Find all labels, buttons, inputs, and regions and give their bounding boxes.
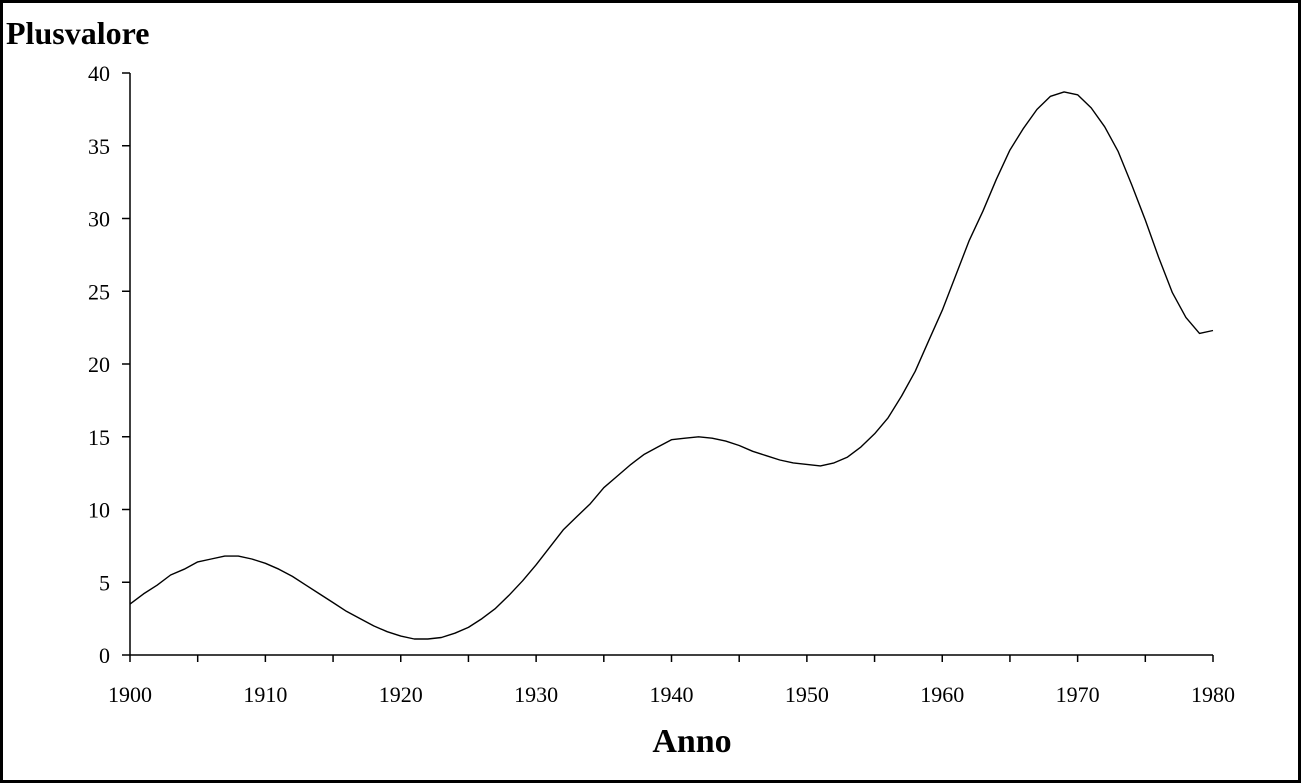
- axes: 0 5 10 15 20 25 30 35 40 1900 1910 1920 1930 1940 1950…: [88, 61, 1235, 707]
- y-tick-label: 20: [88, 352, 110, 377]
- y-tick-label: 40: [88, 61, 110, 86]
- y-tick-label: 30: [88, 207, 110, 232]
- y-tick-label: 15: [88, 425, 110, 450]
- x-tick-label: 1920: [379, 682, 423, 707]
- y-tick-label: 5: [99, 570, 110, 595]
- y-tick-label: 10: [88, 498, 110, 523]
- x-axis-title: Anno: [652, 723, 731, 760]
- x-tick-label: 1910: [243, 682, 287, 707]
- x-tick-label: 1930: [514, 682, 558, 707]
- series-line: [129, 91, 1214, 640]
- y-tick-label: 25: [88, 279, 110, 304]
- y-tick-label: 0: [99, 643, 110, 668]
- x-tick-label: 1960: [920, 682, 964, 707]
- x-tick-label: 1950: [785, 682, 829, 707]
- plot-area: [129, 91, 1214, 640]
- x-tick-label: 1940: [650, 682, 694, 707]
- y-tick-label: 35: [88, 134, 110, 159]
- x-tick-label: 1970: [1056, 682, 1100, 707]
- x-tick-label: 1900: [108, 682, 152, 707]
- y-axis-title: Plusvalore: [6, 15, 149, 51]
- x-tick-label: 1980: [1191, 682, 1235, 707]
